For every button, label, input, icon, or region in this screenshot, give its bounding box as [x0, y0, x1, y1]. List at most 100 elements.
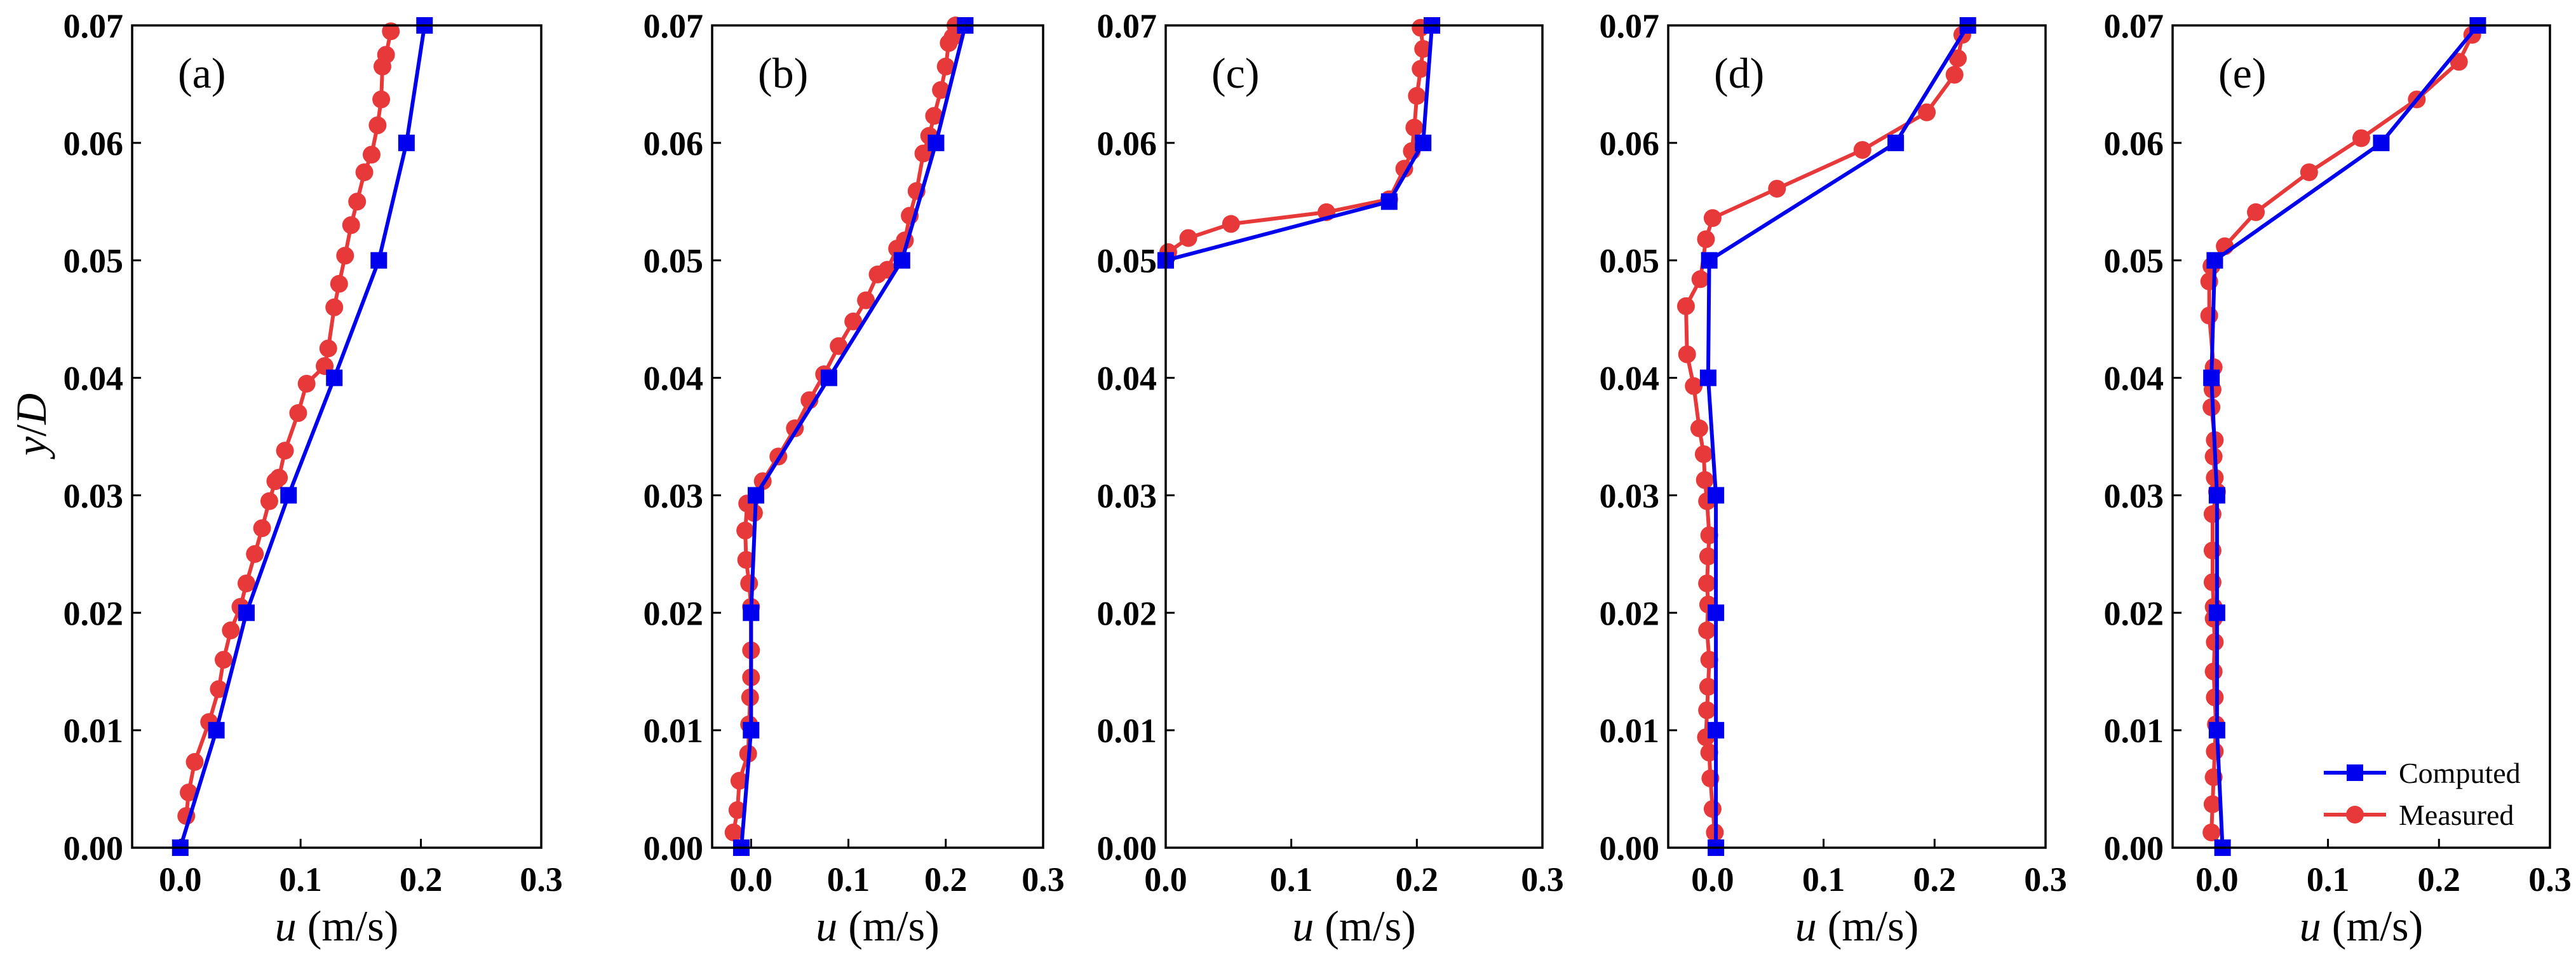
measured-point [1700, 526, 1718, 545]
x-axis-label-u: u [275, 902, 297, 950]
panel-c: 0.00 0.01 0.02 0.03 0.04 0.05 0.06 0.07 0.0 0.1 0.… [1097, 7, 1564, 950]
measured-point [297, 374, 316, 393]
measured-point [2203, 795, 2222, 813]
measured-point [214, 651, 233, 669]
legend: Computed Measured [2324, 757, 2521, 831]
measured-point [1676, 297, 1695, 315]
computed-line [178, 25, 427, 848]
measured-point [1222, 215, 1240, 233]
y-tick-label: 0.07 [1600, 7, 1660, 45]
measured-point [724, 823, 743, 841]
measured-point [1698, 574, 1716, 593]
computed-point [398, 134, 415, 151]
panel-label: (a) [178, 49, 226, 97]
x-tick-label: 0.3 [1022, 860, 1065, 899]
measured-line [184, 31, 393, 817]
x-tick-label: 0.3 [2528, 860, 2572, 899]
measured-line [2207, 34, 2474, 833]
measured-point [180, 784, 198, 802]
measured-point [736, 521, 755, 540]
computed-line [1165, 25, 1434, 262]
x-axis-label-units: (m/s) [837, 902, 940, 950]
y-tick-label: 0.06 [1097, 125, 1157, 163]
computed-point [370, 252, 388, 269]
y-tick-label: 0.01 [1097, 712, 1157, 750]
y-tick-label: 0.01 [2104, 712, 2164, 750]
measured-point [319, 339, 337, 358]
computed-point [747, 487, 764, 504]
measured-point [1703, 799, 1722, 818]
x-tick-label: 0.3 [2024, 860, 2067, 899]
x-axis-label-u: u [1795, 902, 1817, 950]
y-tick-label: 0.01 [64, 712, 124, 750]
y-axis-label-slash: / [7, 424, 55, 437]
legend-computed-marker [2347, 764, 2363, 781]
panel-b: 0.00 0.01 0.02 0.03 0.04 0.05 0.06 0.07 0.0 0.1 0.… [644, 7, 1065, 950]
measured-point [1697, 230, 1715, 248]
measured-point [260, 492, 278, 510]
y-tick-label: 0.03 [1600, 477, 1660, 515]
measured-point [730, 771, 748, 790]
measured-point [728, 801, 746, 819]
measured-point [270, 468, 288, 487]
x-axis-label: u (m/s) [1795, 902, 1919, 950]
measured-point [1691, 270, 1709, 288]
measured-point [372, 90, 391, 109]
y-tick-label: 0.07 [64, 7, 124, 45]
y-tick-label: 0.00 [1600, 829, 1660, 867]
measured-point [2300, 163, 2318, 182]
panel-label: (d) [1714, 49, 1764, 97]
x-tick-label: 0.3 [1521, 860, 1564, 899]
computed-line [2209, 24, 2479, 848]
x-tick-label: 0.1 [1270, 860, 1313, 899]
measured-point [1698, 621, 1716, 640]
measured-point [253, 519, 271, 538]
panel-a: 0.00 0.01 0.02 0.03 0.04 0.05 0.06 0.07 0.0 0.1 0.… [64, 7, 563, 950]
x-axis-label-units: (m/s) [1817, 902, 1919, 950]
plot-frame [2171, 24, 2551, 849]
measured-point [925, 107, 943, 125]
panel-e: 0.00 0.01 0.02 0.03 0.04 0.05 0.06 0.07 0.0 0.1 0.… [2104, 7, 2572, 950]
measured-point [1408, 86, 1426, 105]
y-tick-label: 0.00 [64, 829, 124, 867]
y-tick-label: 0.04 [644, 360, 704, 398]
measured-point [355, 163, 374, 182]
measured-point [222, 621, 240, 640]
computed-point [1699, 369, 1716, 386]
y-tick-label: 0.03 [644, 477, 704, 515]
y-tick-label: 0.04 [1600, 360, 1660, 398]
measured-point [377, 46, 395, 64]
computed-point [1708, 722, 1725, 739]
y-tick-label: 0.06 [2104, 125, 2164, 163]
measured-point [1412, 60, 1430, 78]
computed-point [927, 134, 945, 151]
series-measured [177, 22, 400, 825]
measured-point [1699, 547, 1717, 566]
panel-label: (c) [1211, 49, 1259, 97]
y-tick-label: 0.02 [64, 594, 124, 632]
computed-point [1415, 134, 1432, 151]
computed-point [2208, 487, 2225, 504]
measured-point [1698, 701, 1716, 719]
y-tick-label: 0.02 [1600, 594, 1660, 632]
measured-point [2200, 306, 2218, 325]
legend-measured-label: Measured [2399, 799, 2514, 831]
x-tick-label: 0.0 [1144, 860, 1187, 899]
x-tick-label: 0.2 [924, 860, 968, 899]
computed-point [743, 722, 760, 739]
x-tick-label: 0.1 [2307, 860, 2350, 899]
y-tick-label: 0.02 [1097, 594, 1157, 632]
measured-point [1945, 65, 1964, 84]
x-axis-label-units: (m/s) [297, 902, 399, 950]
measured-point [2247, 203, 2265, 221]
plot-frame [1164, 24, 1544, 849]
legend-computed-label: Computed [2399, 757, 2521, 789]
y-tick-label: 0.06 [1600, 125, 1660, 163]
y-tick-label: 0.03 [64, 477, 124, 515]
measured-point [1700, 651, 1718, 669]
x-tick-label: 0.1 [1802, 860, 1845, 899]
measured-point [1948, 49, 1967, 67]
x-tick-label: 0.1 [279, 860, 322, 899]
x-axis-label: u (m/s) [1292, 902, 1416, 950]
computed-point [1708, 604, 1725, 621]
